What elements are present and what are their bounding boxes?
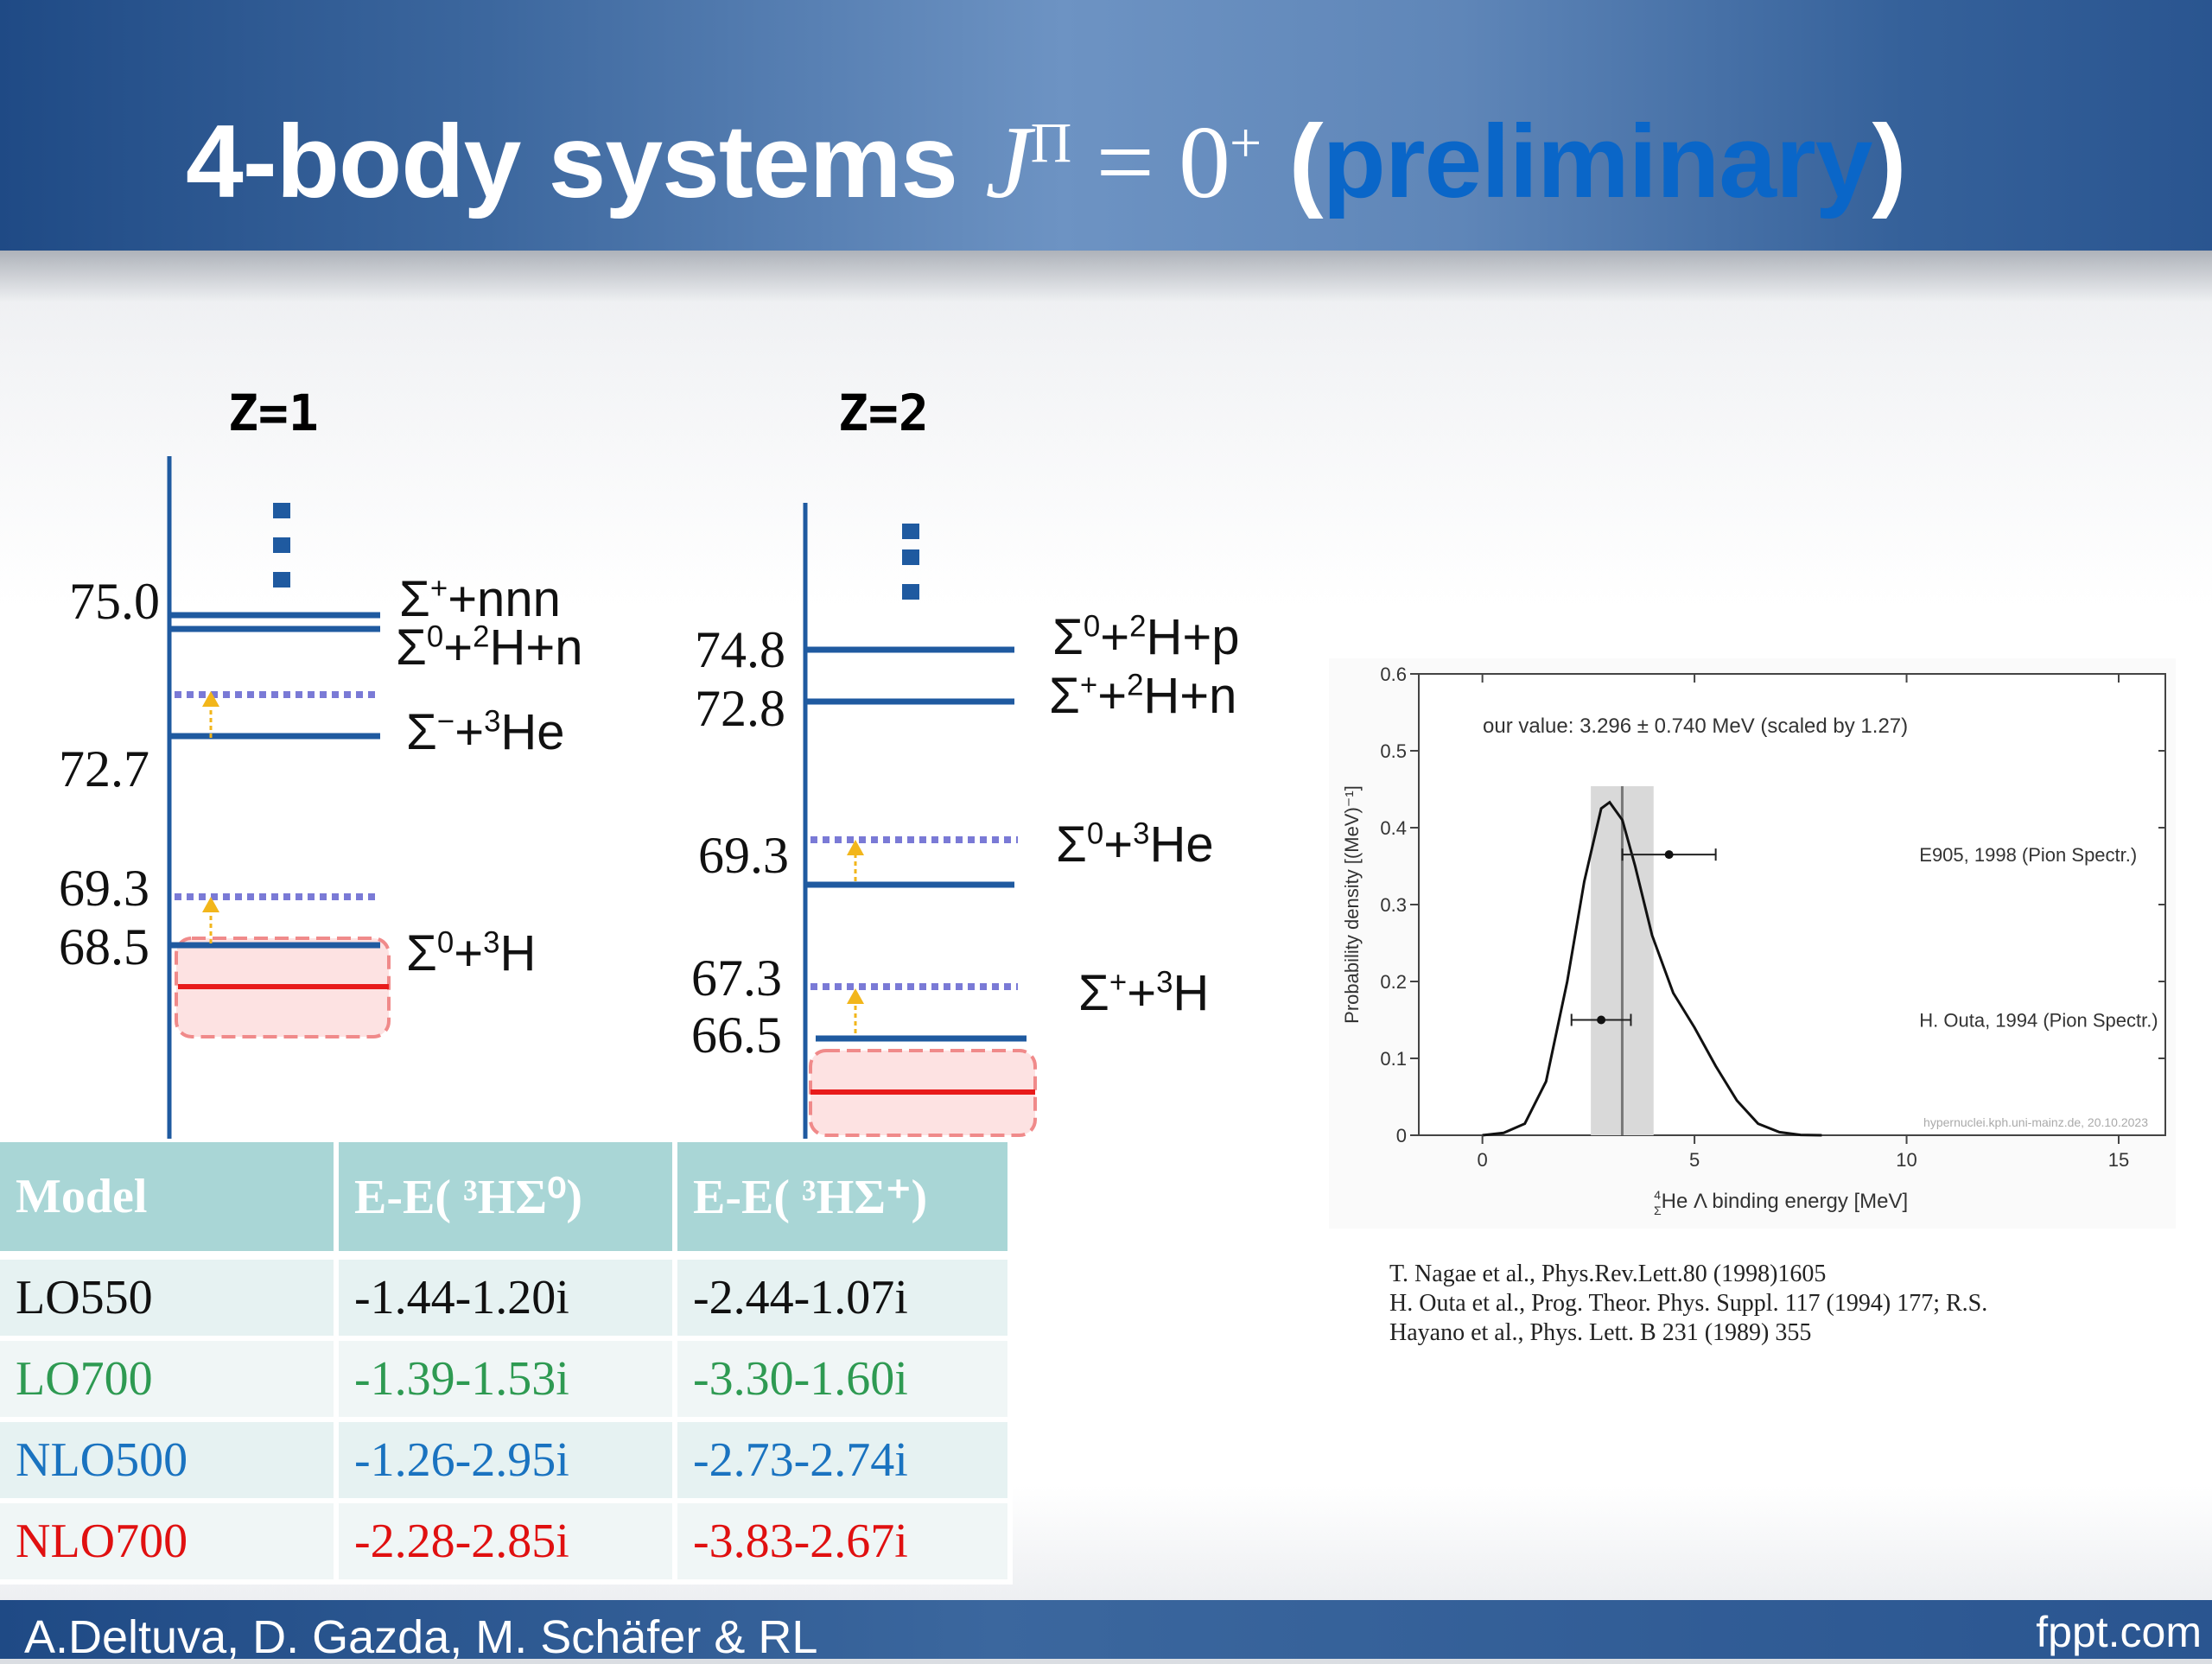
x-tick-label: 15 (2108, 1149, 2129, 1171)
x-tick-label: 5 (1689, 1149, 1700, 1171)
title-bar-shadow (0, 251, 2212, 302)
binding-energy-plot: 0 5 10 15 0 0.1 0.2 0.3 0.4 0.5 0.6 E905, 1998 (Pio… (1329, 658, 2176, 1229)
z1-ellipsis-dot (273, 503, 290, 518)
plot-frame (1418, 673, 2166, 1136)
table-row: LO700 -1.39-1.53i -3.30-1.60i (0, 1341, 1013, 1422)
z1-value-75-0: 75.0 (69, 573, 160, 630)
z1-arrow-upper-head (202, 691, 219, 707)
table-header-sigma0: E-E( ³HΣ⁰) (339, 1142, 677, 1260)
table-cell-value: -3.30-1.60i (677, 1341, 1013, 1422)
z2-value-72-8: 72.8 (695, 680, 785, 737)
z2-ellipsis-dot (902, 584, 919, 600)
z1-channel-sigmaplus-nnn: Σ++nnn (399, 571, 561, 627)
y-tick-label: 0.6 (1380, 664, 1407, 685)
table-cell-model: NLO500 (0, 1422, 339, 1503)
data-point-label: H. Outa, 1994 (Pion Spectr.) (1919, 1010, 2158, 1032)
table-row: LO550 -1.44-1.20i -2.44-1.07i (0, 1260, 1013, 1341)
reference-line: Hayano et al., Phys. Lett. B 231 (1989) … (1389, 1319, 1812, 1346)
table-cell-value: -3.83-2.67i (677, 1503, 1013, 1585)
footer-brand: fppt.com (2036, 1608, 2202, 1656)
z2-arrow-lower-head (847, 988, 864, 1004)
footer-authors: A.Deltuva, D. Gazda, M. Schäfer & RL (24, 1611, 818, 1663)
table-cell-model: NLO700 (0, 1503, 339, 1585)
x-tick-label: 10 (1896, 1149, 1916, 1171)
table-cell-model: LO700 (0, 1341, 339, 1422)
data-point-label: E905, 1998 (Pion Spectr.) (1919, 844, 2137, 866)
y-tick-label: 0.4 (1380, 817, 1407, 839)
model-table: Model E-E( ³HΣ⁰) E-E( ³HΣ⁺) LO550 -1.44-1… (0, 1142, 1013, 1585)
reference-line: T. Nagae et al., Phys.Rev.Lett.80 (1998)… (1389, 1261, 1827, 1287)
z2-value-67-3: 67.3 (691, 949, 782, 1007)
z1-ellipsis-dot (273, 537, 290, 553)
footer-bar (0, 1600, 2212, 1659)
chart-watermark: hypernuclei.kph.uni-mainz.de, 20.10.2023 (1923, 1115, 2148, 1129)
y-axis-label: Probability density [(MeV)⁻¹] (1341, 785, 1363, 1024)
data-point (1597, 1015, 1606, 1025)
table-row: NLO500 -1.26-2.95i -2.73-2.74i (0, 1422, 1013, 1503)
z2-ellipsis-dot (902, 524, 919, 539)
z1-label: Z=1 (228, 384, 319, 442)
table-header-row: Model E-E( ³HΣ⁰) E-E( ³HΣ⁺) (0, 1142, 1013, 1260)
table-cell-model: LO550 (0, 1260, 339, 1341)
preliminary-label: preliminary (1322, 104, 1873, 219)
z2-value-69-3: 69.3 (698, 827, 789, 884)
table-cell-value: -2.73-2.74i (677, 1422, 1013, 1503)
title-math: JΠ = 0+ (985, 105, 1262, 219)
z1-value-69-3: 69.3 (59, 860, 149, 917)
z2-value-66-5: 66.5 (691, 1007, 782, 1064)
table-row: NLO700 -2.28-2.85i -3.83-2.67i (0, 1503, 1013, 1585)
x-tick-label: 0 (1478, 1149, 1488, 1171)
z2-label: Z=2 (838, 384, 929, 442)
table-cell-value: -2.44-1.07i (677, 1260, 1013, 1341)
table-cell-value: -1.44-1.20i (339, 1260, 677, 1341)
table-header-model: Model (0, 1142, 339, 1260)
z1-value-68-5: 68.5 (59, 918, 149, 975)
z1-channel-sigma0-3h: Σ0+3H (406, 925, 537, 981)
reference-line: H. Outa et al., Prog. Theor. Phys. Suppl… (1389, 1290, 1988, 1317)
z2-channel-sigma0-3he: Σ0+3He (1056, 816, 1214, 873)
z1-value-72-7: 72.7 (59, 740, 149, 797)
table-cell-value: -2.28-2.85i (339, 1503, 677, 1585)
y-tick-label: 0 (1396, 1125, 1407, 1146)
z1-ellipsis-dot (273, 572, 290, 587)
slide-title: 4-body systems JΠ = 0+ (preliminary) (186, 104, 1906, 219)
z2-arrow-upper-head (847, 840, 864, 855)
x-axis-label: 4 ΣHe Λ binding energy [MeV] (1654, 1188, 1908, 1217)
title-bar (0, 0, 2212, 251)
y-tick-label: 0.2 (1380, 971, 1407, 993)
z1-channel-sigma0-2h-n: Σ0+2H+n (396, 619, 583, 676)
z2-channel-sigmaplus-3h: Σ++3H (1078, 965, 1210, 1021)
binding-energy-chart: 0 5 10 15 0 0.1 0.2 0.3 0.4 0.5 0.6 E905, 1998 (Pio… (1341, 664, 2166, 1217)
density-curve (1482, 800, 1822, 1137)
z2-ellipsis-dot (902, 549, 919, 565)
data-point (1664, 850, 1674, 860)
z2-value-74-8: 74.8 (695, 621, 785, 678)
references: T. Nagae et al., Phys.Rev.Lett.80 (1998)… (1389, 1260, 1987, 1348)
chart-title: our value: 3.296 ± 0.740 MeV (scaled by … (1483, 715, 1908, 738)
table-cell-value: -1.26-2.95i (339, 1422, 677, 1503)
z1-arrow-lower-head (202, 897, 219, 912)
z2-channel-sigmaplus-2h-n: Σ++2H+n (1049, 668, 1237, 724)
y-tick-label: 0.5 (1380, 740, 1407, 762)
y-tick-label: 0.3 (1380, 894, 1407, 916)
table-cell-value: -1.39-1.53i (339, 1341, 677, 1422)
table-header-sigmaplus: E-E( ³HΣ⁺) (677, 1142, 1013, 1260)
z1-channel-sigmaminus-3he: Σ−+3He (406, 704, 565, 760)
z2-channel-sigma0-2h-p: Σ0+2H+p (1052, 609, 1240, 665)
y-tick-label: 0.1 (1380, 1048, 1407, 1070)
